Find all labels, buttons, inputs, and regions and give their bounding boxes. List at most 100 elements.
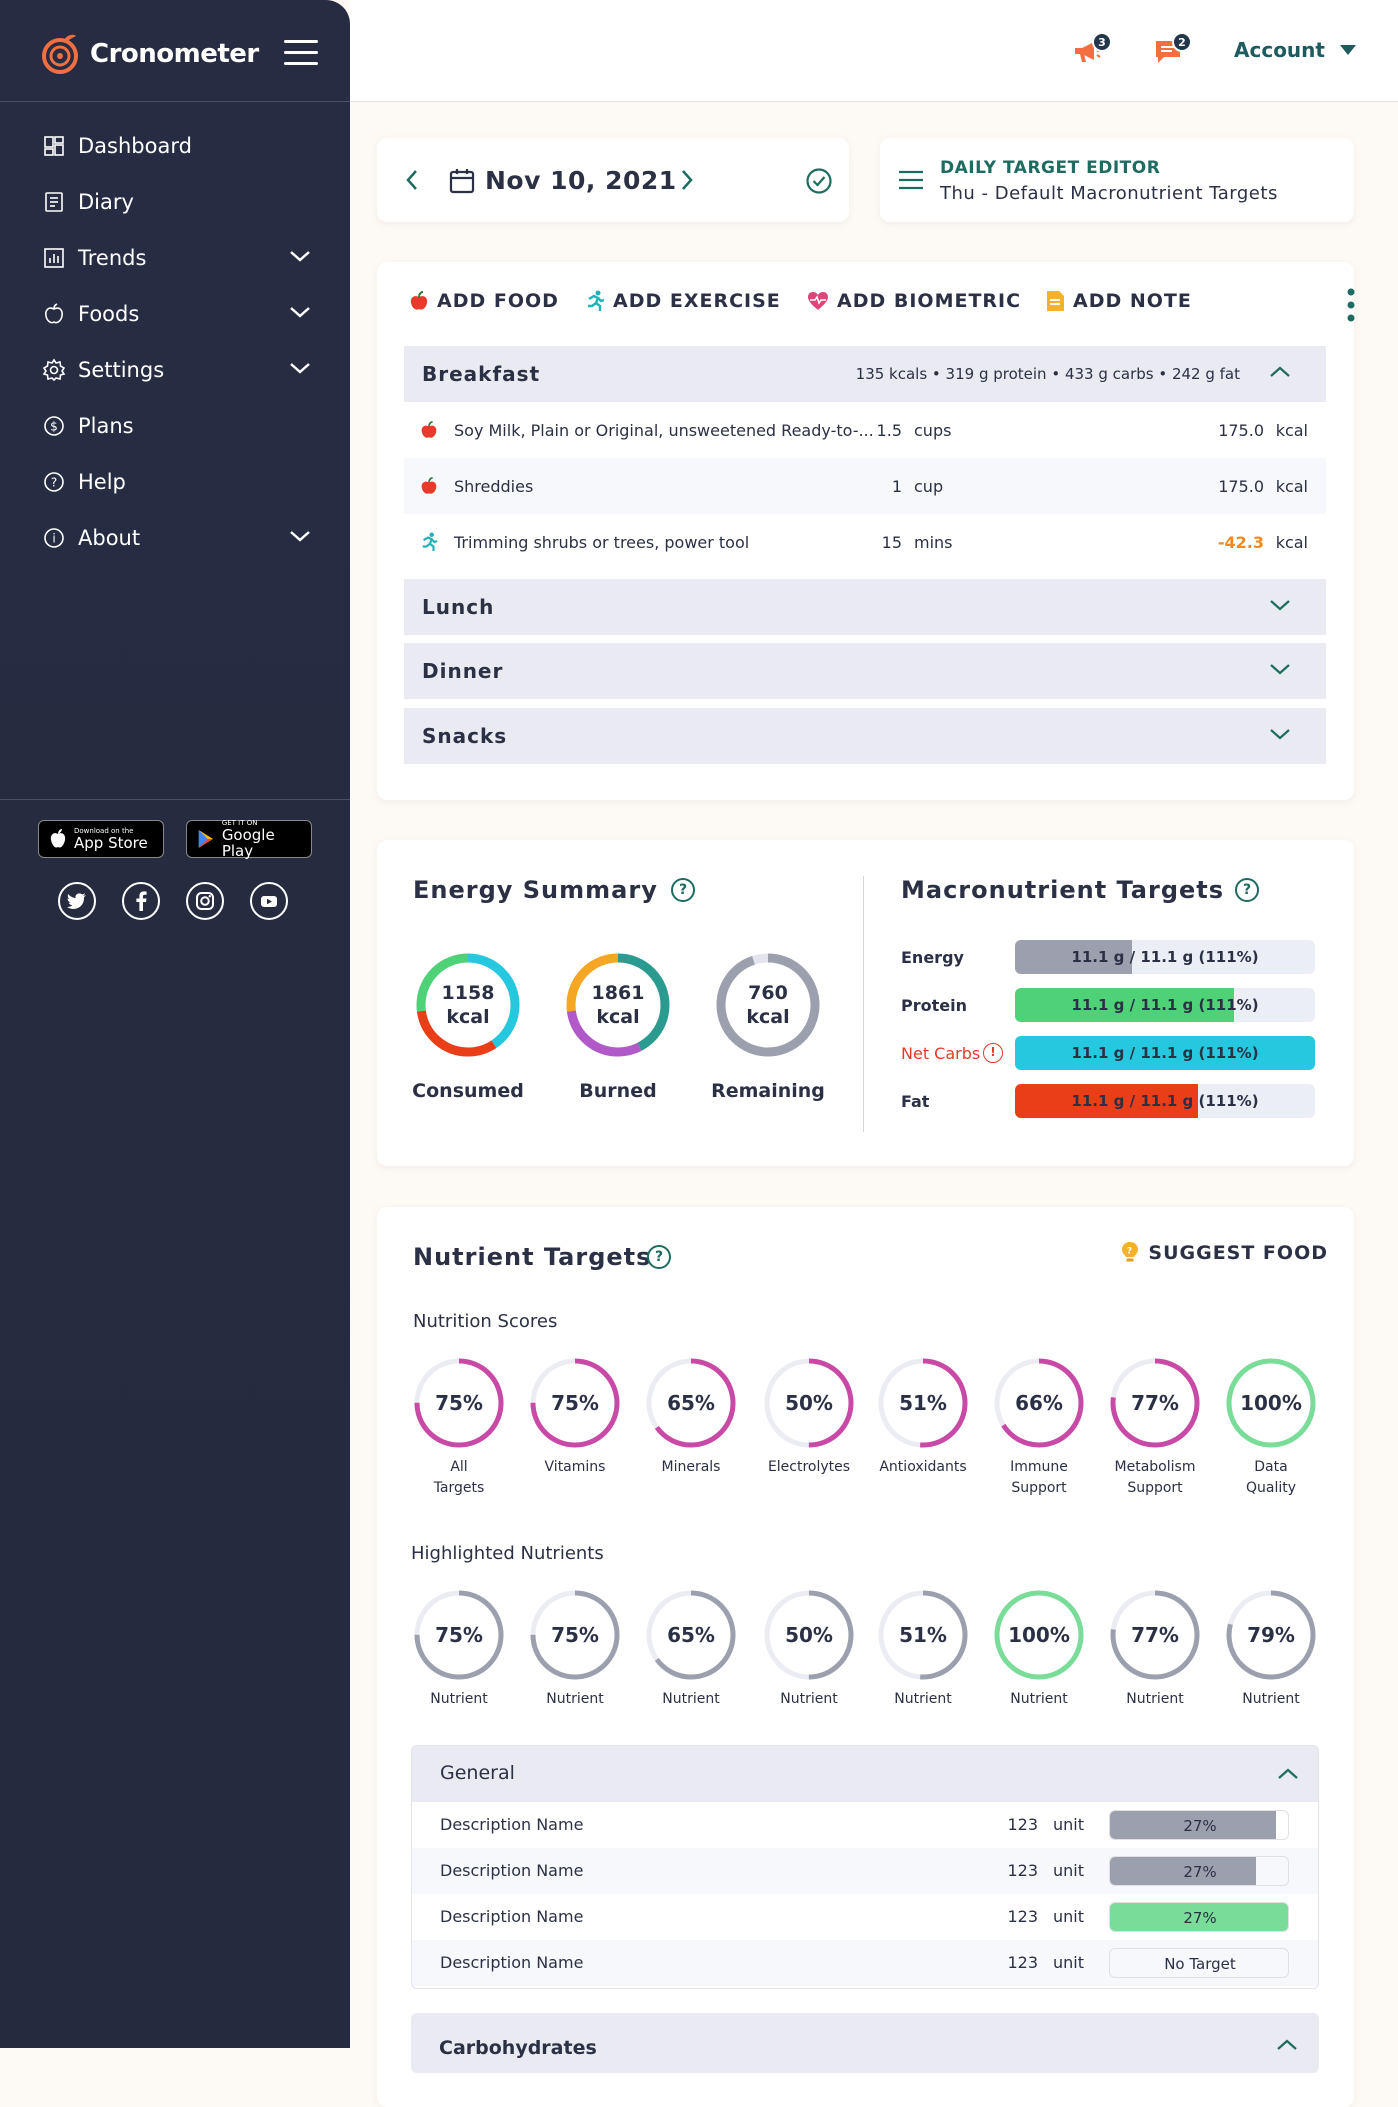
sidebar-item-label: Dashboard bbox=[78, 134, 192, 158]
help-icon[interactable]: ? bbox=[1235, 878, 1259, 902]
chevron-down-icon[interactable] bbox=[288, 248, 312, 264]
facebook-icon[interactable] bbox=[122, 882, 160, 920]
score-label: Immune Support bbox=[1010, 1459, 1068, 1496]
add-note-label: ADD NOTE bbox=[1073, 290, 1192, 312]
score-ring[interactable]: 50% Electrolytes bbox=[763, 1357, 855, 1475]
score-ring[interactable]: 79% Nutrient bbox=[1225, 1589, 1317, 1707]
help-icon[interactable]: ? bbox=[647, 1245, 671, 1269]
macro-progress-bar[interactable]: 11.1 g / 11.1 g (111%) bbox=[1015, 940, 1315, 974]
help-icon[interactable]: ? bbox=[671, 878, 695, 902]
sidebar-item-diary[interactable]: Diary bbox=[0, 174, 350, 230]
add-food-button[interactable]: ADD FOOD bbox=[409, 290, 559, 312]
meal-header-dinner[interactable]: Dinner bbox=[404, 643, 1326, 699]
carbohydrates-section-header[interactable]: Carbohydrates bbox=[411, 2013, 1319, 2073]
chevron-down-icon[interactable] bbox=[1268, 661, 1292, 677]
macro-row-net-carbs: Net Carbs! 11.1 g / 11.1 g (111%) bbox=[901, 1036, 1321, 1070]
score-ring[interactable]: 51% Antioxidants bbox=[877, 1357, 969, 1475]
add-biometric-button[interactable]: ADD BIOMETRIC bbox=[807, 290, 1021, 312]
score-value: 65% bbox=[667, 1391, 715, 1415]
meal-header-breakfast[interactable]: Breakfast 135 kcals • 319 g protein • 43… bbox=[404, 346, 1326, 402]
svg-text:?: ? bbox=[1127, 1247, 1133, 1257]
chevron-down-icon[interactable] bbox=[288, 304, 312, 320]
target-editor-subtitle: Thu - Default Macronutrient Targets bbox=[940, 183, 1278, 204]
youtube-icon[interactable] bbox=[250, 882, 288, 920]
macro-progress-fill bbox=[1015, 988, 1234, 1022]
calendar-icon[interactable] bbox=[449, 168, 475, 194]
score-ring[interactable]: 75% All Targets bbox=[413, 1357, 505, 1496]
score-ring[interactable]: 66% Immune Support bbox=[993, 1357, 1085, 1496]
score-ring[interactable]: 50% Nutrient bbox=[763, 1589, 855, 1707]
app-store-badge[interactable]: Download on the App Store bbox=[38, 820, 164, 858]
diary-entry[interactable]: Shreddies 1 cup 175.0 kcal bbox=[404, 458, 1326, 514]
table-row[interactable]: Description Name 123 unit 27% bbox=[412, 1894, 1318, 1940]
warning-icon[interactable]: ! bbox=[983, 1043, 1003, 1063]
google-play-badge[interactable]: GET IT ON Google Play bbox=[186, 819, 312, 859]
check-circle-icon[interactable] bbox=[805, 167, 833, 195]
date-navigator: Nov 10, 2021 bbox=[377, 138, 849, 222]
more-options-icon[interactable] bbox=[1347, 288, 1355, 322]
account-menu[interactable]: Account bbox=[1234, 38, 1357, 62]
chevron-down-icon[interactable] bbox=[288, 528, 312, 544]
sidebar-header: Cronometer bbox=[0, 0, 350, 102]
instagram-icon[interactable] bbox=[186, 882, 224, 920]
chevron-down-icon[interactable] bbox=[1268, 597, 1292, 613]
nutrient-progress-bar[interactable]: 27% bbox=[1109, 1902, 1289, 1932]
nutrient-amount: 123 bbox=[1007, 1907, 1038, 1926]
macro-progress-bar[interactable]: 11.1 g / 11.1 g (111%) bbox=[1015, 1036, 1315, 1070]
sidebar-item-help[interactable]: ? Help bbox=[0, 454, 350, 510]
notifications-button[interactable]: 3 bbox=[1072, 32, 1112, 66]
chevron-up-icon[interactable] bbox=[1275, 2037, 1299, 2053]
nutrient-progress-bar[interactable]: 27% bbox=[1109, 1856, 1289, 1886]
chevron-down-icon[interactable] bbox=[1268, 726, 1292, 742]
sidebar-item-settings[interactable]: Settings bbox=[0, 342, 350, 398]
chevron-up-icon[interactable] bbox=[1268, 364, 1292, 380]
consumed-unit: kcal bbox=[446, 1006, 490, 1028]
nutrient-progress-bar[interactable]: No Target bbox=[1109, 1948, 1289, 1978]
social-links bbox=[58, 882, 288, 920]
next-day-icon[interactable] bbox=[680, 168, 694, 192]
diary-entry[interactable]: Soy Milk, Plain or Original, unsweetened… bbox=[404, 402, 1326, 458]
score-ring[interactable]: 75% Vitamins bbox=[529, 1357, 621, 1475]
logo[interactable]: Cronometer bbox=[40, 32, 259, 76]
score-ring[interactable]: 77% Nutrient bbox=[1109, 1589, 1201, 1707]
nutrient-progress-text: 27% bbox=[1183, 1909, 1217, 1927]
suggest-food-button[interactable]: ? SUGGEST FOOD bbox=[1120, 1241, 1328, 1265]
table-row[interactable]: Description Name 123 unit No Target bbox=[412, 1940, 1318, 1986]
macro-progress-bar[interactable]: 11.1 g / 11.1 g (111%) bbox=[1015, 988, 1315, 1022]
add-exercise-button[interactable]: ADD EXERCISE bbox=[585, 290, 781, 312]
meal-header-lunch[interactable]: Lunch bbox=[404, 579, 1326, 635]
messages-button[interactable]: 2 bbox=[1154, 32, 1192, 66]
nutrient-progress-bar[interactable]: 27% bbox=[1109, 1810, 1289, 1840]
meal-header-snacks[interactable]: Snacks bbox=[404, 708, 1326, 764]
diary-entry[interactable]: Trimming shrubs or trees, power tool 15 … bbox=[404, 514, 1326, 570]
general-section-header[interactable]: General bbox=[412, 1746, 1318, 1802]
add-note-button[interactable]: ADD NOTE bbox=[1045, 290, 1192, 312]
score-ring[interactable]: 77% Metabolism Support bbox=[1109, 1357, 1201, 1496]
score-ring[interactable]: 65% Minerals bbox=[645, 1357, 737, 1475]
chevron-down-icon[interactable] bbox=[288, 360, 312, 376]
sidebar-item-trends[interactable]: Trends bbox=[0, 230, 350, 286]
sidebar-item-foods[interactable]: Foods bbox=[0, 286, 350, 342]
score-ring[interactable]: 100% Data Quality bbox=[1225, 1357, 1317, 1496]
score-ring[interactable]: 75% Nutrient bbox=[529, 1589, 621, 1707]
previous-day-icon[interactable] bbox=[405, 168, 419, 192]
score-ring[interactable]: 100% Nutrient bbox=[993, 1589, 1085, 1707]
menu-toggle-button[interactable] bbox=[284, 40, 318, 68]
score-ring-chart bbox=[646, 1590, 736, 1680]
chevron-up-icon[interactable] bbox=[1276, 1766, 1300, 1782]
score-ring[interactable]: 51% Nutrient bbox=[877, 1589, 969, 1707]
table-row[interactable]: Description Name 123 unit 27% bbox=[412, 1848, 1318, 1894]
score-ring[interactable]: 75% Nutrient bbox=[413, 1589, 505, 1707]
daily-target-editor[interactable]: DAILY TARGET EDITOR Thu - Default Macron… bbox=[880, 138, 1354, 222]
sidebar-item-about[interactable]: i About bbox=[0, 510, 350, 566]
score-label: Nutrient bbox=[780, 1691, 838, 1707]
google-play-small-text: GET IT ON bbox=[221, 819, 258, 827]
burned-unit: kcal bbox=[596, 1006, 640, 1028]
macro-progress-bar[interactable]: 11.1 g / 11.1 g (111%) bbox=[1015, 1084, 1315, 1118]
table-row[interactable]: Description Name 123 unit 27% bbox=[412, 1802, 1318, 1848]
score-ring[interactable]: 65% Nutrient bbox=[645, 1589, 737, 1707]
twitter-icon[interactable] bbox=[58, 882, 96, 920]
current-date[interactable]: Nov 10, 2021 bbox=[485, 166, 677, 195]
sidebar-item-dashboard[interactable]: Dashboard bbox=[0, 118, 350, 174]
sidebar-item-plans[interactable]: $ Plans bbox=[0, 398, 350, 454]
